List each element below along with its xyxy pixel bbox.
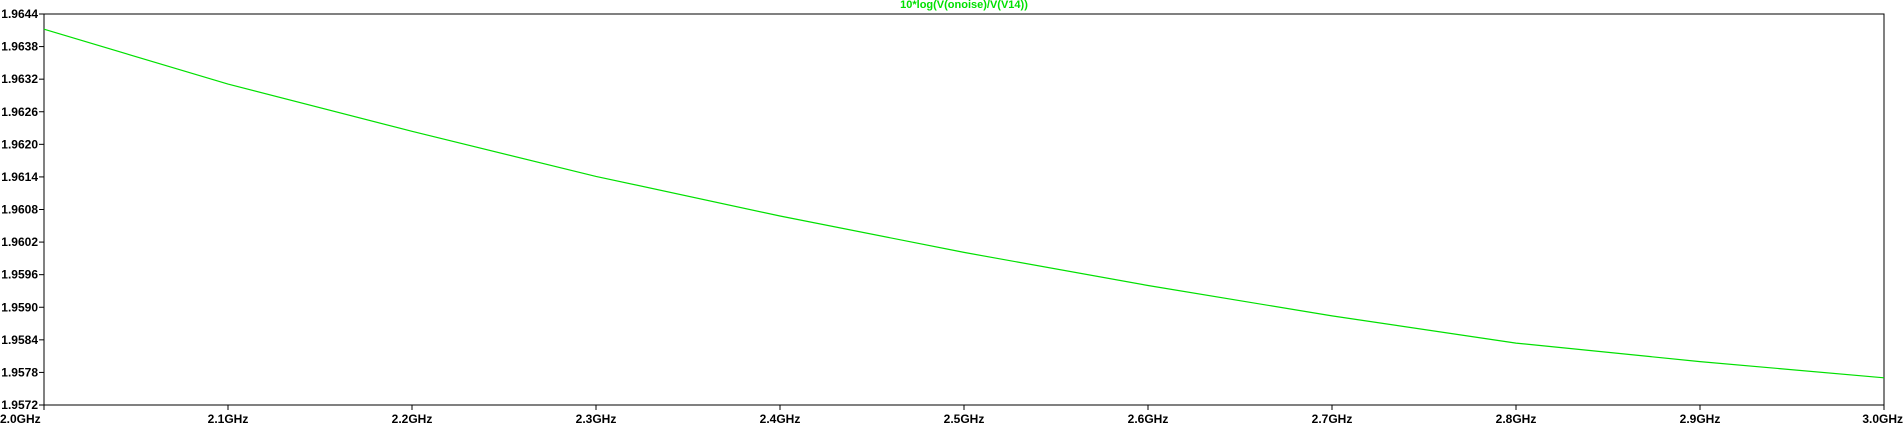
chart-title: 10*log(V(onoise)/V(V14)) <box>900 0 1028 11</box>
x-tick-label: 2.5GHz <box>944 412 985 426</box>
x-tick-label: 2.2GHz <box>392 412 433 426</box>
y-tick-label: 1.9572 <box>1 398 38 412</box>
x-tick-label: 2.7GHz <box>1312 412 1353 426</box>
y-tick-label: 1.9638 <box>1 40 38 54</box>
y-tick-label: 1.9632 <box>1 72 38 86</box>
x-tick-label: 2.8GHz <box>1496 412 1537 426</box>
y-tick-label: 1.9596 <box>1 268 38 282</box>
x-tick-label: 3.0GHz <box>1862 412 1903 426</box>
y-tick-label: 1.9626 <box>1 105 38 119</box>
x-tick-label: 2.6GHz <box>1128 412 1169 426</box>
y-tick-label: 1.9578 <box>1 365 38 379</box>
y-tick-label: 1.9644 <box>1 7 38 21</box>
x-axis: 2.0GHz 2.1GHz 2.2GHz 2.3GHz 2.4GHz 2.5GHz 2.6G… <box>0 405 1903 426</box>
x-tick-label: 2.1GHz <box>208 412 249 426</box>
y-tick-label: 1.9602 <box>1 235 38 249</box>
y-tick-label: 1.9590 <box>1 300 38 314</box>
plot-area <box>43 28 1885 379</box>
plot-frame <box>43 13 1885 406</box>
x-tick-label: 2.4GHz <box>760 412 801 426</box>
x-tick-label: 2.0GHz <box>0 412 41 426</box>
y-axis: 1.9644 1.9638 1.9632 1.9626 1.9620 1.9614 1.96… <box>1 7 44 412</box>
y-tick-label: 1.9620 <box>1 137 38 151</box>
series-line-0 <box>43 28 1885 379</box>
y-tick-label: 1.9614 <box>1 170 38 184</box>
x-tick-label: 2.3GHz <box>576 412 617 426</box>
x-tick-label: 2.9GHz <box>1680 412 1721 426</box>
y-tick-label: 1.9608 <box>1 203 38 217</box>
y-tick-label: 1.9584 <box>1 333 38 347</box>
